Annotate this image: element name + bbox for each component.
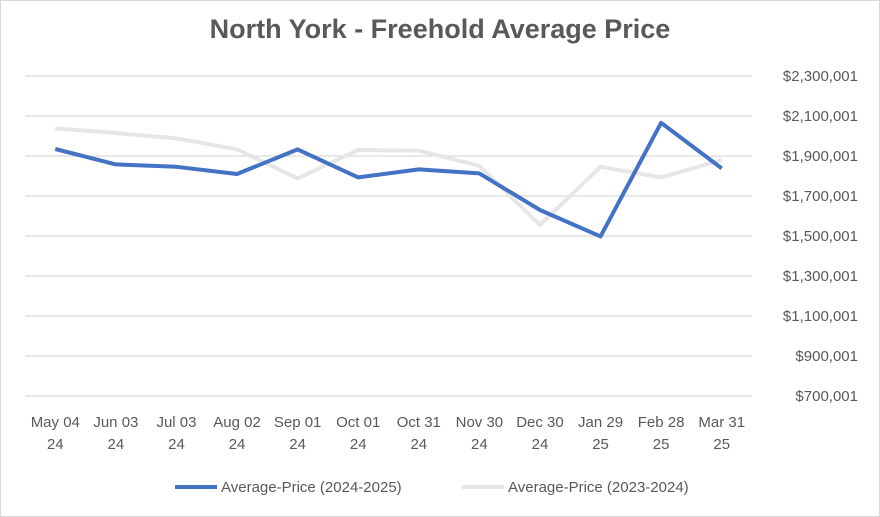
legend-label: Average-Price (2023-2024) <box>508 479 689 496</box>
legend-label: Average-Price (2024-2025) <box>221 479 402 496</box>
y-tick-label: $2,300,001 <box>783 68 858 85</box>
x-tick-label: Nov 30 <box>456 414 504 431</box>
x-tick-label: 24 <box>47 436 64 453</box>
x-tick-label: May 04 <box>31 414 80 431</box>
x-tick-label: 24 <box>108 436 125 453</box>
x-tick-label: 25 <box>592 436 609 453</box>
x-tick-label: Sep 01 <box>274 414 322 431</box>
chart-title: North York - Freehold Average Price <box>209 14 671 44</box>
x-tick-label: Jul 03 <box>156 414 196 431</box>
x-tick-label: Oct 01 <box>336 414 380 431</box>
x-tick-label: 25 <box>713 436 730 453</box>
series-line-2024-2025 <box>54 120 723 239</box>
x-tick-label: 24 <box>168 436 185 453</box>
series-line-2023-2024 <box>55 126 723 228</box>
y-tick-label: $700,001 <box>795 388 858 405</box>
x-tick-label: Jun 03 <box>93 414 138 431</box>
x-tick-label: Aug 02 <box>213 414 261 431</box>
x-tick-label: 24 <box>410 436 427 453</box>
y-tick-label: $1,700,001 <box>783 188 858 205</box>
y-tick-label: $1,500,001 <box>783 228 858 245</box>
y-tick-label: $2,100,001 <box>783 108 858 125</box>
y-tick-label: $900,001 <box>795 348 858 365</box>
y-tick-label: $1,900,001 <box>783 148 858 165</box>
x-tick-label: Oct 31 <box>397 414 441 431</box>
x-tick-label: Dec 30 <box>516 414 564 431</box>
x-tick-label: Mar 31 <box>698 414 745 431</box>
x-tick-label: 24 <box>532 436 549 453</box>
x-tick-label: Jan 29 <box>578 414 623 431</box>
x-tick-label: 24 <box>289 436 306 453</box>
x-tick-label: 24 <box>350 436 367 453</box>
x-tick-label: 24 <box>471 436 488 453</box>
x-tick-label: Feb 28 <box>638 414 685 431</box>
x-tick-label: 25 <box>653 436 670 453</box>
x-tick-label: 24 <box>229 436 246 453</box>
y-tick-label: $1,100,001 <box>783 308 858 325</box>
y-tick-label: $1,300,001 <box>783 268 858 285</box>
